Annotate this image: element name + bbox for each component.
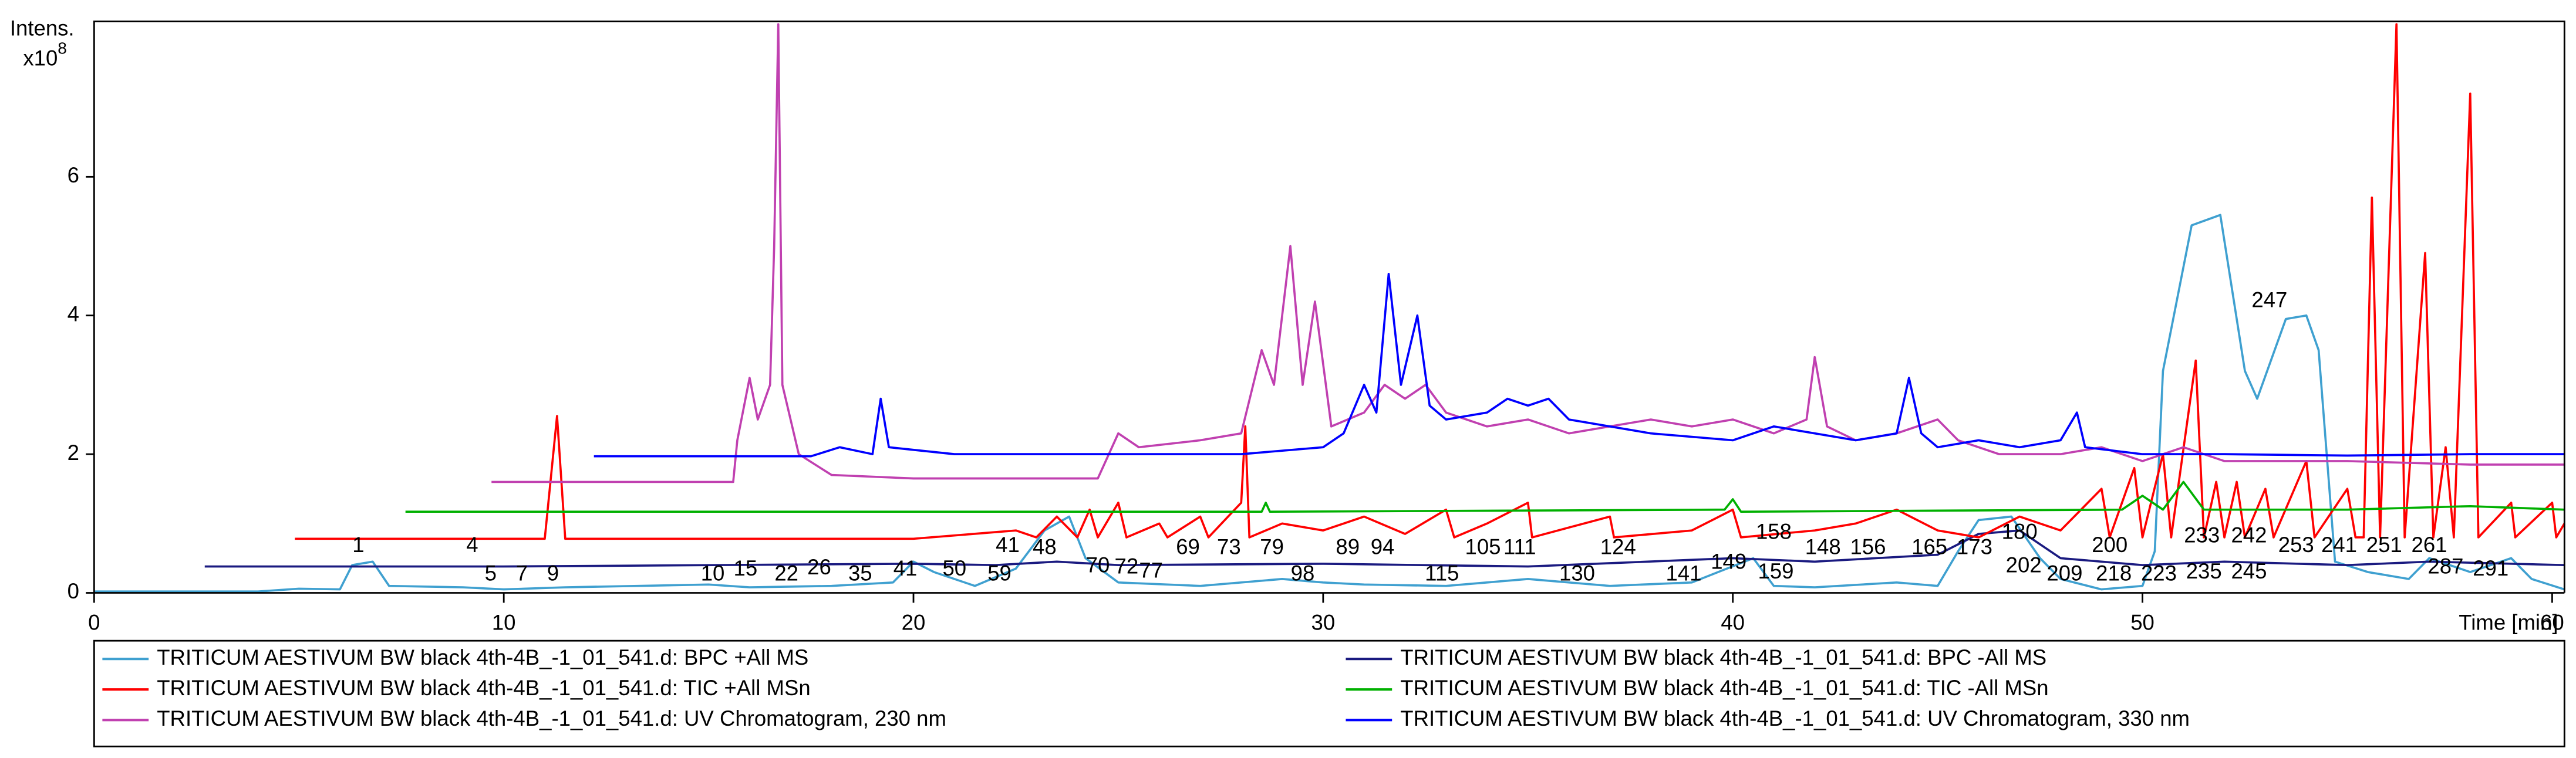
series-line — [204, 529, 2565, 568]
peak-label: 4 — [466, 533, 478, 557]
peak-label: 26 — [807, 555, 831, 579]
peak-label: 242 — [2231, 523, 2267, 547]
peak-label: 218 — [2096, 561, 2132, 585]
peak-label: 156 — [1850, 535, 1886, 559]
peak-label: 48 — [1033, 535, 1057, 559]
legend-label: TRITICUM AESTIVUM BW black 4th-4B_-1_01_… — [1400, 645, 2046, 669]
peak-label: 69 — [1176, 535, 1200, 559]
plot-frame — [93, 21, 2565, 593]
legend-label: TRITICUM AESTIVUM BW black 4th-4B_-1_01_… — [1400, 706, 2190, 730]
unit-base: x10 — [23, 46, 58, 70]
y-tick-label: 6 — [68, 163, 79, 187]
peak-label: 10 — [701, 561, 725, 585]
peak-label: 158 — [1756, 520, 1792, 544]
peak-label: 124 — [1600, 535, 1636, 559]
y-axis-label: Intens. — [10, 16, 75, 40]
peak-label: 98 — [1291, 561, 1315, 585]
x-tick-label: 10 — [492, 611, 516, 635]
series-line — [491, 23, 2565, 483]
peak-label: 159 — [1758, 559, 1793, 583]
legend-label: TRITICUM AESTIVUM BW black 4th-4B_-1_01_… — [157, 706, 946, 730]
legend-box — [93, 639, 2565, 747]
x-tick-label: 50 — [2130, 611, 2154, 635]
peak-label: 241 — [2321, 533, 2357, 557]
y-tick-label: 0 — [68, 579, 79, 603]
peak-label: 105 — [1465, 535, 1501, 559]
x-tick-label: 40 — [1721, 611, 1745, 635]
legend-label: TRITICUM AESTIVUM BW black 4th-4B_-1_01_… — [157, 645, 808, 669]
peak-label: 77 — [1139, 559, 1163, 583]
peak-label: 130 — [1559, 561, 1595, 585]
series-line — [594, 272, 2565, 458]
peak-label: 22 — [774, 561, 798, 585]
peak-label: 149 — [1711, 549, 1746, 573]
peak-label: 5 — [485, 561, 497, 585]
peak-label: 50 — [942, 556, 966, 580]
legend-label: TRITICUM AESTIVUM BW black 4th-4B_-1_01_… — [157, 676, 810, 700]
peak-label: 209 — [2046, 561, 2082, 585]
peak-label: 202 — [2006, 553, 2042, 577]
peak-label: 245 — [2231, 559, 2267, 583]
peak-label: 235 — [2186, 559, 2222, 583]
peak-label: 223 — [2141, 561, 2177, 585]
peak-label: 35 — [848, 561, 872, 585]
peak-label: 180 — [2002, 520, 2038, 544]
peak-label: 41 — [996, 533, 1020, 557]
peak-label: 141 — [1665, 561, 1701, 585]
peak-label: 15 — [734, 556, 758, 580]
peak-label: 70 — [1086, 553, 1110, 577]
x-axis-label: Time [min] — [2459, 611, 2558, 635]
peak-label: 41 — [893, 556, 918, 580]
peak-label: 251 — [2366, 533, 2402, 557]
peak-label: 94 — [1371, 535, 1395, 559]
x-tick-label: 30 — [1311, 611, 1336, 635]
peak-label: 7 — [516, 561, 528, 585]
peak-label: 72 — [1115, 554, 1139, 578]
peak-label: 59 — [987, 561, 1011, 585]
peak-label: 165 — [1911, 535, 1947, 559]
legend-label: TRITICUM AESTIVUM BW black 4th-4B_-1_01_… — [1400, 676, 2048, 700]
peak-label: 173 — [1957, 535, 1992, 559]
peak-label: 148 — [1805, 535, 1841, 559]
peak-label: 261 — [2412, 533, 2447, 557]
y-tick-label: 2 — [68, 441, 79, 465]
x-tick-label: 20 — [902, 611, 926, 635]
unit-exponent: 8 — [58, 39, 67, 57]
series-line — [295, 23, 2565, 540]
series-line — [94, 214, 2565, 593]
peak-label: 73 — [1217, 535, 1241, 559]
peak-label: 247 — [2251, 288, 2287, 312]
peak-label: 253 — [2278, 533, 2314, 557]
x-tick-label: 60 — [2540, 611, 2564, 635]
peak-label: 291 — [2473, 556, 2508, 580]
peak-label: 287 — [2427, 554, 2463, 578]
series-line — [405, 480, 2565, 513]
peak-label: 9 — [547, 561, 559, 585]
peak-label: 89 — [1336, 535, 1360, 559]
peak-label: 79 — [1260, 535, 1284, 559]
peak-label: 200 — [2092, 533, 2127, 557]
peak-label: 115 — [1425, 561, 1459, 585]
x-tick-label: 0 — [88, 611, 100, 635]
y-axis-unit: x108 — [23, 39, 67, 70]
y-tick-label: 4 — [68, 302, 79, 326]
peak-label: 1 — [352, 533, 364, 557]
peak-label: 111 — [1503, 535, 1536, 559]
peak-label: 233 — [2184, 523, 2220, 547]
